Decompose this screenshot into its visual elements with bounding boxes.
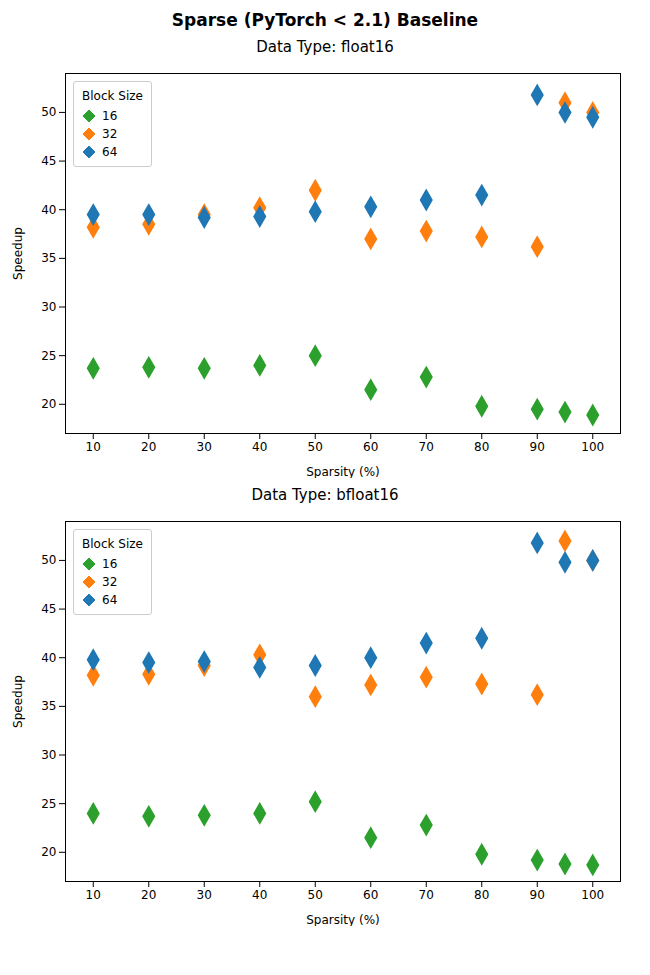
svg-text:60: 60 [363,888,378,902]
svg-text:30: 30 [41,300,56,314]
svg-text:30: 30 [197,440,212,454]
svg-text:50: 50 [308,888,323,902]
html-text:64: 64 [102,145,118,159]
svg-text:35: 35 [41,699,56,713]
svg-text:35: 35 [41,251,56,265]
html-text:16: 16 [102,557,118,571]
html-text:64: 64 [102,593,118,607]
svg-text:90: 90 [530,440,545,454]
svg-text:20: 20 [141,888,156,902]
svg-text:Sparsity (%): Sparsity (%) [306,913,380,927]
svg-text:100: 100 [581,440,604,454]
svg-text:Speedup: Speedup [11,227,25,280]
svg-text:50: 50 [308,440,323,454]
svg-text:25: 25 [41,349,56,363]
html-text:16: 16 [102,109,118,123]
svg-text:40: 40 [252,888,267,902]
svg-text:80: 80 [474,440,489,454]
html-text:Data Type: float16: Data Type: float16 [256,38,394,56]
svg-text:45: 45 [41,602,56,616]
svg-text:80: 80 [474,888,489,902]
svg-text:40: 40 [252,440,267,454]
svg-text:20: 20 [41,397,56,411]
svg-text:50: 50 [41,553,56,567]
html-text:Data Type: bfloat16: Data Type: bfloat16 [251,486,399,504]
html-text:32: 32 [102,127,118,141]
svg-text:100: 100 [581,888,604,902]
svg-text:70: 70 [419,440,434,454]
svg-text:40: 40 [41,651,56,665]
svg-text:25: 25 [41,797,56,811]
html-text:32: 32 [102,575,118,589]
svg-text:50: 50 [41,105,56,119]
svg-text:70: 70 [419,888,434,902]
svg-text:30: 30 [41,748,56,762]
svg-text:40: 40 [41,203,56,217]
svg-text:45: 45 [41,154,56,168]
svg-text:20: 20 [141,440,156,454]
html-text:Block Size: Block Size [82,89,143,103]
svg-text:60: 60 [363,440,378,454]
svg-text:Sparsity (%): Sparsity (%) [306,465,380,479]
svg-text:10: 10 [86,888,101,902]
html-text:Sparse (PyTorch < 2.1) Baselin: Sparse (PyTorch < 2.1) Baseline [171,10,479,30]
svg-text:90: 90 [530,888,545,902]
svg-text:Speedup: Speedup [11,675,25,728]
html-text:Block Size: Block Size [82,537,143,551]
svg-text:10: 10 [86,440,101,454]
svg-text:20: 20 [41,845,56,859]
svg-text:30: 30 [197,888,212,902]
